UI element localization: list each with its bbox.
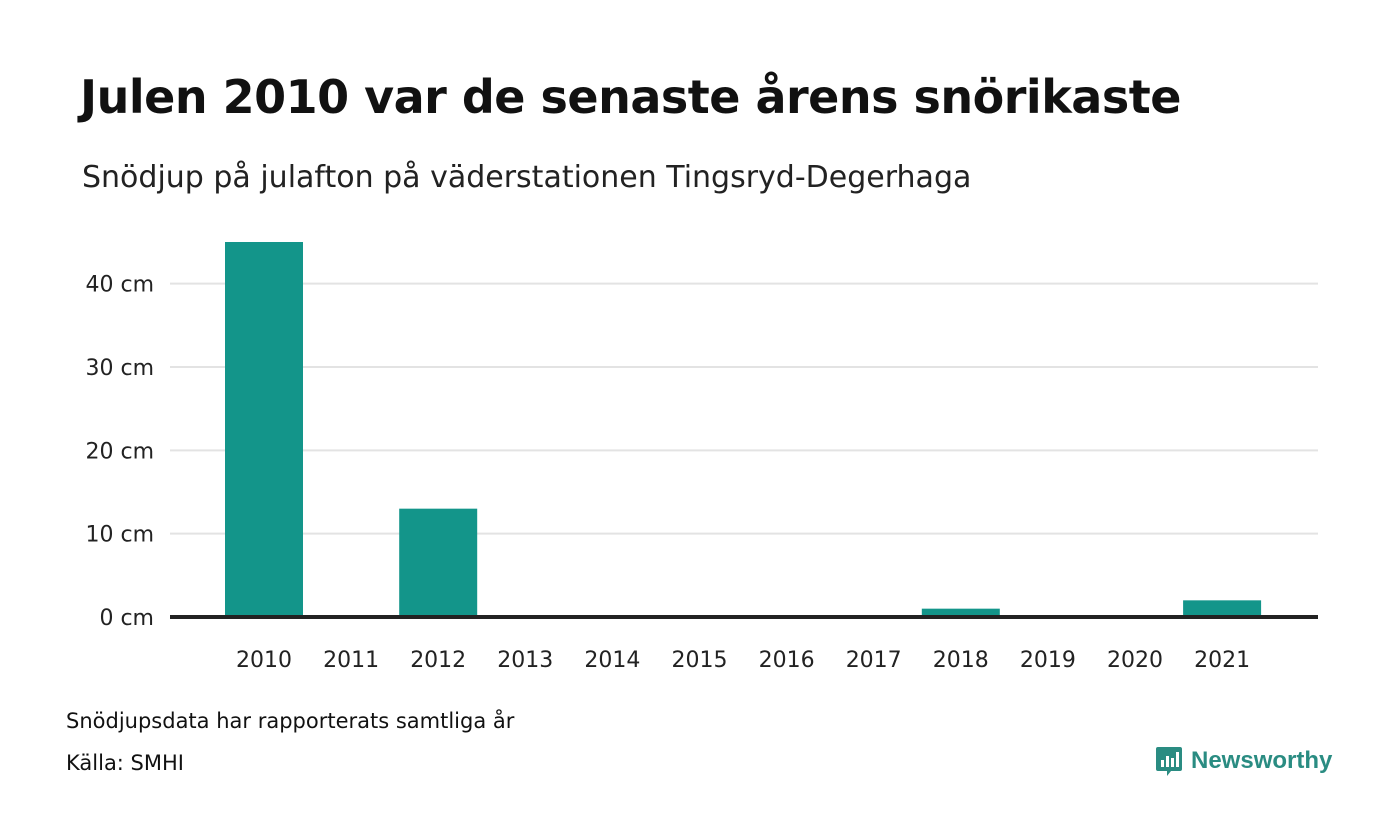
bar-2018: [921, 608, 1000, 617]
x-tick-label: 2012: [410, 648, 466, 673]
y-tick-label: 0 cm: [99, 606, 154, 631]
bar-2021: [1183, 600, 1262, 617]
bar-2012: [399, 508, 478, 617]
newsworthy-logo-icon: [1156, 747, 1182, 776]
y-tick-label: 30 cm: [85, 356, 154, 381]
footnote: Snödjupsdata har rapporterats samtliga å…: [66, 709, 515, 733]
bars: [225, 242, 1262, 617]
x-tick-label: 2016: [759, 648, 815, 673]
x-tick-label: 2020: [1107, 648, 1163, 673]
x-tick-label: 2017: [846, 648, 902, 673]
grid-lines: [170, 282, 1318, 535]
x-tick-label: 2010: [236, 648, 292, 673]
chart-subtitle: Snödjup på julafton på väderstationen Ti…: [82, 160, 972, 195]
chart-title: Julen 2010 var de senaste årens snörikas…: [80, 70, 1181, 124]
brand-logo: Newsworthy: [1155, 745, 1332, 777]
y-tick-label: 10 cm: [85, 523, 154, 548]
x-tick-label: 2021: [1194, 648, 1250, 673]
bar-2010: [225, 242, 303, 617]
brand-name: Newsworthy: [1191, 747, 1333, 774]
x-tick-label: 2015: [672, 648, 728, 673]
x-tick-label: 2011: [323, 648, 379, 673]
x-tick-label: 2018: [933, 648, 989, 673]
y-tick-label: 20 cm: [85, 439, 154, 464]
x-tick-label: 2019: [1020, 648, 1076, 673]
x-tick-label: 2014: [584, 648, 640, 673]
source-note: Källa: SMHI: [66, 751, 184, 775]
y-axis-labels: 0 cm 10 cm 20 cm 30 cm 40 cm: [85, 273, 154, 631]
y-tick-label: 40 cm: [85, 273, 154, 298]
x-tick-label: 2013: [497, 648, 553, 673]
x-axis-labels: 2010 2011 2012 2013 2014 2015 2016 2017 2018 2019…: [236, 648, 1250, 673]
